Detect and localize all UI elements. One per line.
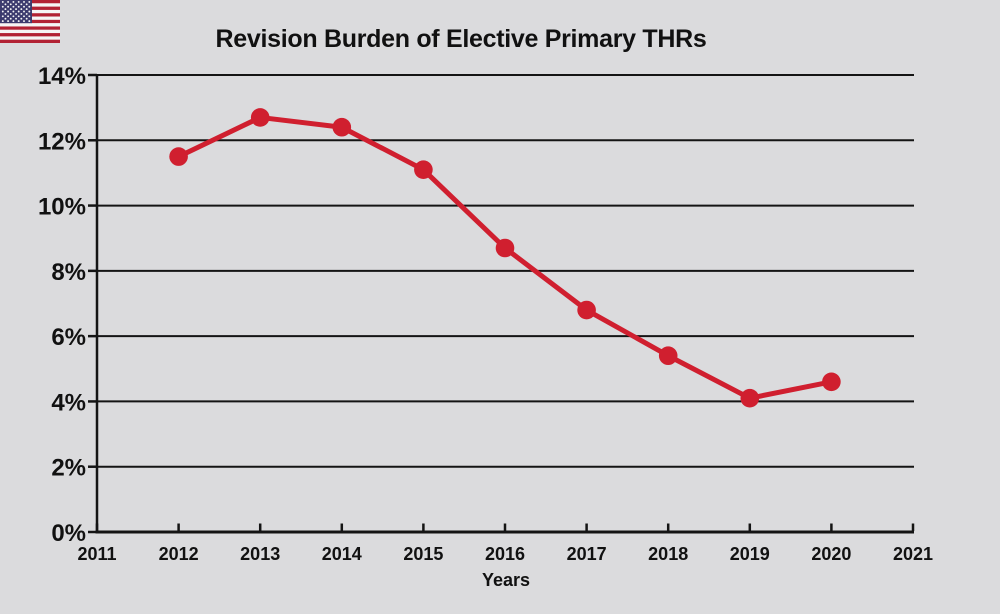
flag-star [12,0,15,3]
flag-star [25,3,28,6]
flag-star [23,10,25,13]
x-tick-label: 2013 [240,544,280,564]
flag-star [12,10,15,13]
chart-title: Revision Burden of Elective Primary THRs [215,25,707,53]
x-tick-label: 2014 [322,544,362,564]
data-point-2020 [822,372,841,392]
flag-star [1,15,4,18]
y-tick-label: 12% [38,128,86,155]
flag-star [12,15,15,18]
flag-star [23,15,25,18]
flag-star [15,17,17,20]
y-tick-label: 14% [38,63,86,90]
flag-star [9,12,12,15]
flag-star [4,17,7,20]
flag-stripe [0,36,60,40]
x-tick-label: 2016 [485,544,525,564]
flag-star [4,3,7,6]
x-tick-label: 2017 [567,544,607,564]
flag-star [28,20,31,23]
flag-star [4,8,7,11]
y-tick-label: 10% [38,194,86,221]
y-tick-label: 6% [51,324,86,351]
x-axis-title: Years [481,570,531,590]
data-point-2015 [414,160,433,179]
flag-star [12,5,15,8]
y-tick-label: 2% [51,455,86,482]
us-flag-icon [0,0,60,43]
flag-star [28,5,31,8]
flag-star [9,3,12,6]
data-point-2019 [740,388,760,408]
flag-star [9,8,12,11]
trend-line [176,114,834,401]
x-tick-label: 2019 [730,544,770,564]
flag-star [7,10,10,13]
data-point-2014 [332,117,352,137]
flag-star [15,12,17,15]
flag-star [25,8,28,11]
flag-star [7,0,10,3]
x-tick-label: 2020 [811,544,851,564]
flag-star [20,3,23,6]
flag-star [7,5,10,8]
flag-star [17,5,20,8]
flag-star [17,20,20,23]
data-point-2017 [577,300,596,320]
data-point-2016 [495,238,515,258]
flag-stripe [0,33,60,37]
flag-star [7,20,10,23]
flag-star [23,0,25,3]
data-point-2018 [658,346,678,366]
y-tick-label: 8% [51,259,86,286]
x-tick-label: 2021 [893,544,933,564]
flag-star [23,20,25,23]
flag-star [7,15,10,18]
flag-stripe [0,39,60,43]
flag-stripe [0,26,60,30]
x-tick-label: 2015 [403,544,443,564]
flag-star [20,8,23,11]
flag-star [1,20,4,23]
x-tick-label: 2012 [159,544,199,564]
flag-star [17,15,20,18]
flag-star [1,5,4,8]
flag-star [25,17,28,20]
y-tick-label: 0% [51,520,86,547]
flag-star [4,12,7,15]
data-point-2012 [169,147,188,166]
y-tick-label: 4% [51,389,86,416]
flag-star [28,15,31,18]
flag-star [17,10,20,13]
flag-star [28,0,31,3]
flag-star [9,17,12,20]
x-tick-label: 2011 [77,544,116,564]
flag-star [28,10,31,13]
flag-star [25,12,28,15]
flag-star [20,12,23,15]
x-tick-label: 2018 [648,544,688,564]
flag-star [1,10,4,13]
flag-star [20,17,23,20]
flag-star [23,5,25,8]
flag-star [15,3,17,6]
flag-star [15,8,17,11]
flag-stripe [0,29,60,34]
data-point-2013 [250,108,270,127]
flag-stripe [0,23,60,27]
flag-star [17,0,20,3]
flag-star [12,20,15,23]
flag-star [1,0,4,3]
